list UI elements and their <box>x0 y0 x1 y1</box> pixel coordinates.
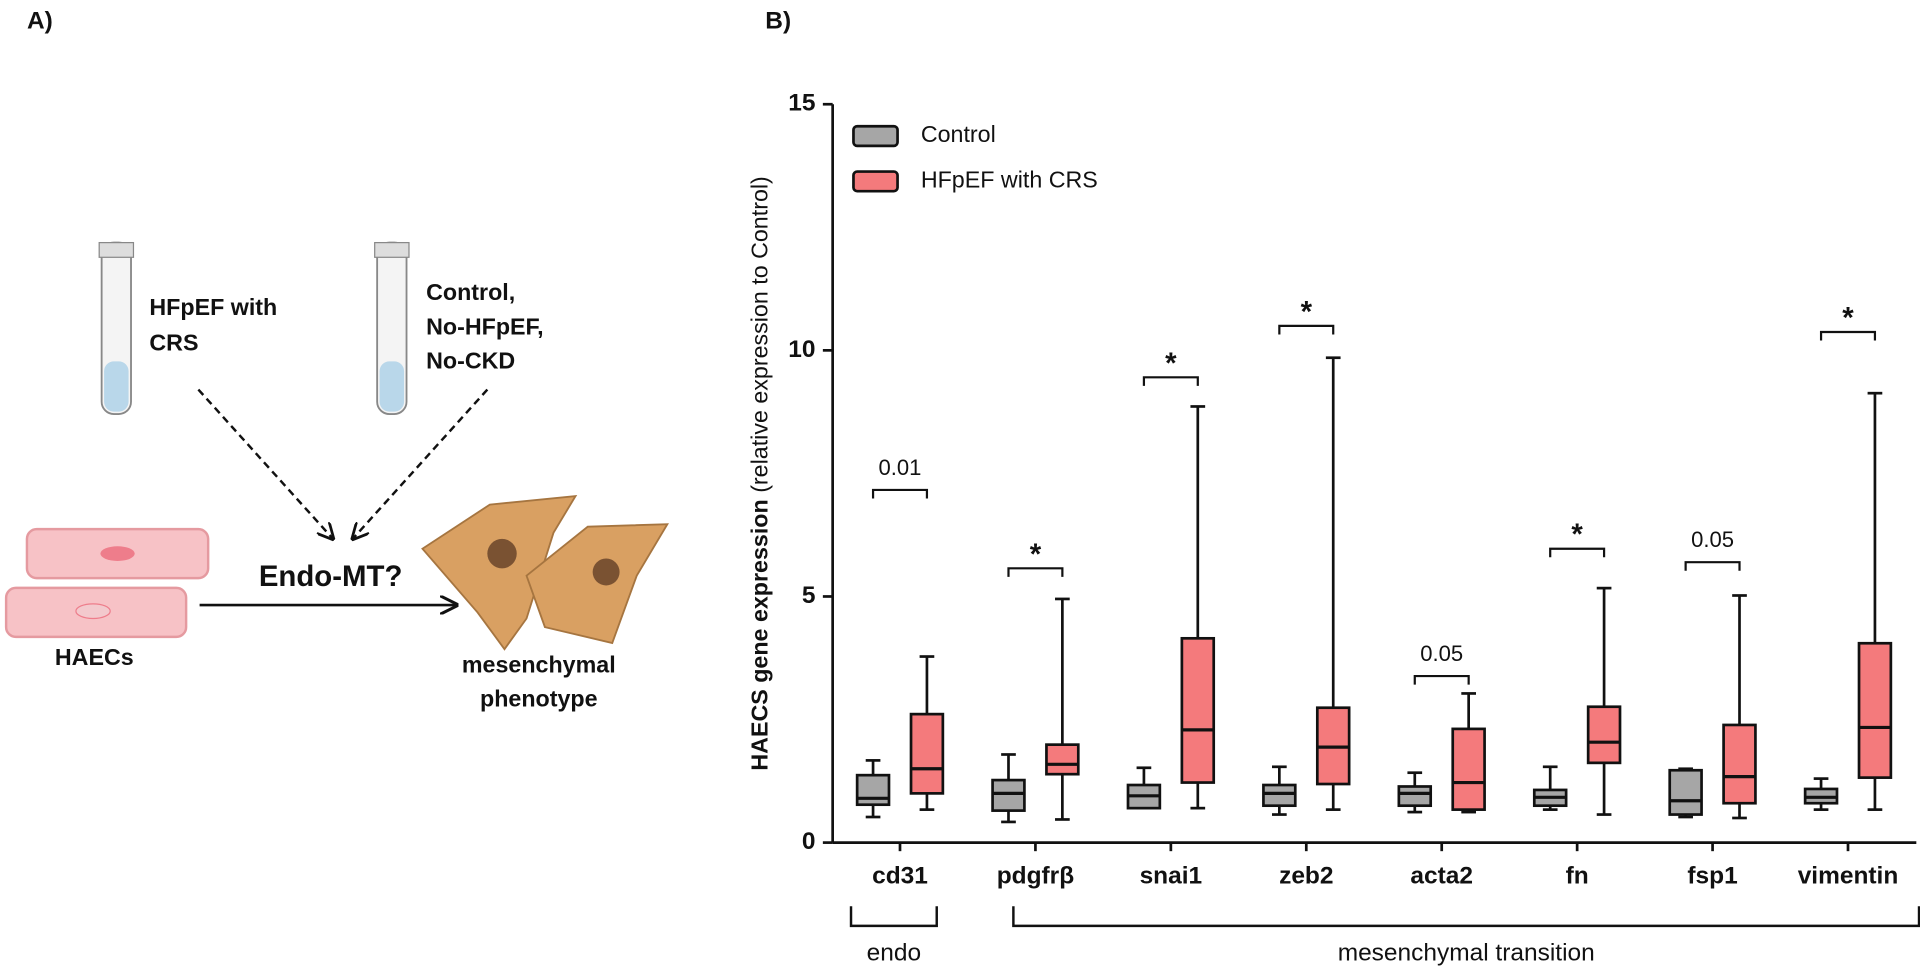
legend-swatch <box>852 124 899 148</box>
x-tick-label: snai1 <box>1140 862 1203 889</box>
question: Endo-MT? <box>259 560 403 593</box>
y-tick-label: 10 <box>788 336 815 363</box>
box-group <box>1586 586 1622 816</box>
x-tick-label: zeb2 <box>1279 862 1333 889</box>
box <box>855 773 891 807</box>
significance-bracket <box>1549 547 1606 558</box>
significance-bracket <box>1142 376 1199 386</box>
x-tick-label: acta2 <box>1410 862 1473 889</box>
box-group <box>909 655 945 811</box>
significance-bracket <box>1819 330 1877 341</box>
box-group <box>991 753 1026 824</box>
significance-bracket <box>1278 324 1335 335</box>
group-bracket <box>849 906 938 928</box>
box-group <box>1451 692 1486 814</box>
tube <box>98 241 135 415</box>
box <box>1397 785 1433 808</box>
significance-label: 0.01 <box>879 455 922 480</box>
box-group <box>855 759 891 819</box>
y-tick-label: 0 <box>802 828 816 855</box>
sample-label: No-HFpEF, <box>426 313 544 339</box>
box-group <box>1857 391 1893 811</box>
x-tick-label: cd31 <box>872 862 928 889</box>
significance-bracket <box>1007 567 1064 577</box>
significance-bracket <box>871 488 929 499</box>
panel-label: B) <box>765 8 791 35</box>
result-label: mesenchymal <box>462 651 616 677</box>
y-axis-label-unit: (relative expression to Control) <box>747 176 773 493</box>
box-group <box>1126 766 1162 810</box>
panel-label: A) <box>27 8 53 35</box>
box <box>1668 768 1703 816</box>
arrow <box>197 388 333 539</box>
box-group <box>1045 597 1080 821</box>
y-tick-label: 15 <box>788 90 815 117</box>
box <box>1722 723 1757 805</box>
box <box>909 712 945 795</box>
x-tick-label: fsp1 <box>1687 862 1737 889</box>
x-tick-label: fn <box>1566 862 1589 889</box>
y-axis-label-main: HAECS gene expression <box>747 499 773 770</box>
box-group <box>1180 405 1216 810</box>
tube <box>374 241 410 415</box>
box <box>1451 727 1486 811</box>
y-axis-label: HAECS gene expression (relative expressi… <box>747 176 773 770</box>
significance-label: * <box>1030 538 1042 571</box>
legend-label: HFpEF with CRS <box>921 167 1098 193</box>
significance-label: * <box>1301 295 1313 328</box>
group-label: endo <box>867 939 921 966</box>
sample-label: No-CKD <box>426 348 515 374</box>
box-group <box>1532 765 1568 811</box>
significance-label: * <box>1165 347 1177 380</box>
sample-label: HFpEF with <box>149 294 277 320</box>
significance-label: * <box>1571 518 1583 551</box>
result-label: phenotype <box>480 686 598 712</box>
box-group <box>1803 777 1839 811</box>
significance-label: 0.05 <box>1420 641 1463 666</box>
sample-label: Control, <box>426 279 515 305</box>
box <box>1180 636 1216 784</box>
box-group <box>1668 767 1703 819</box>
box <box>1586 705 1622 765</box>
box-group <box>1397 771 1433 814</box>
legend-label: Control <box>921 121 996 147</box>
x-tick-label: vimentin <box>1798 862 1899 889</box>
box <box>991 778 1026 812</box>
y-tick-label: 5 <box>802 582 816 609</box>
mesenchymal-cell <box>421 494 669 651</box>
x-tick-label: pdgfrβ <box>997 862 1075 889</box>
box <box>1857 641 1893 779</box>
significance-bracket <box>1684 561 1741 571</box>
box <box>1045 743 1080 776</box>
group-bracket <box>1012 906 1920 928</box>
box-group <box>1722 594 1757 820</box>
significance-label: * <box>1842 302 1854 335</box>
significance-bracket <box>1413 674 1470 685</box>
cell-label: HAECs <box>55 644 134 670</box>
arrow <box>353 388 489 539</box>
group-label: mesenchymal transition <box>1338 939 1595 966</box>
significance-label: 0.05 <box>1691 527 1734 552</box>
sample-label: CRS <box>149 329 198 355</box>
endothelial-cell <box>4 586 188 639</box>
legend-swatch <box>852 170 899 193</box>
box-group <box>1262 765 1297 816</box>
diagram <box>4 241 669 651</box>
box <box>1262 783 1297 808</box>
box-group <box>1315 356 1351 811</box>
endothelial-cell <box>25 527 210 580</box>
